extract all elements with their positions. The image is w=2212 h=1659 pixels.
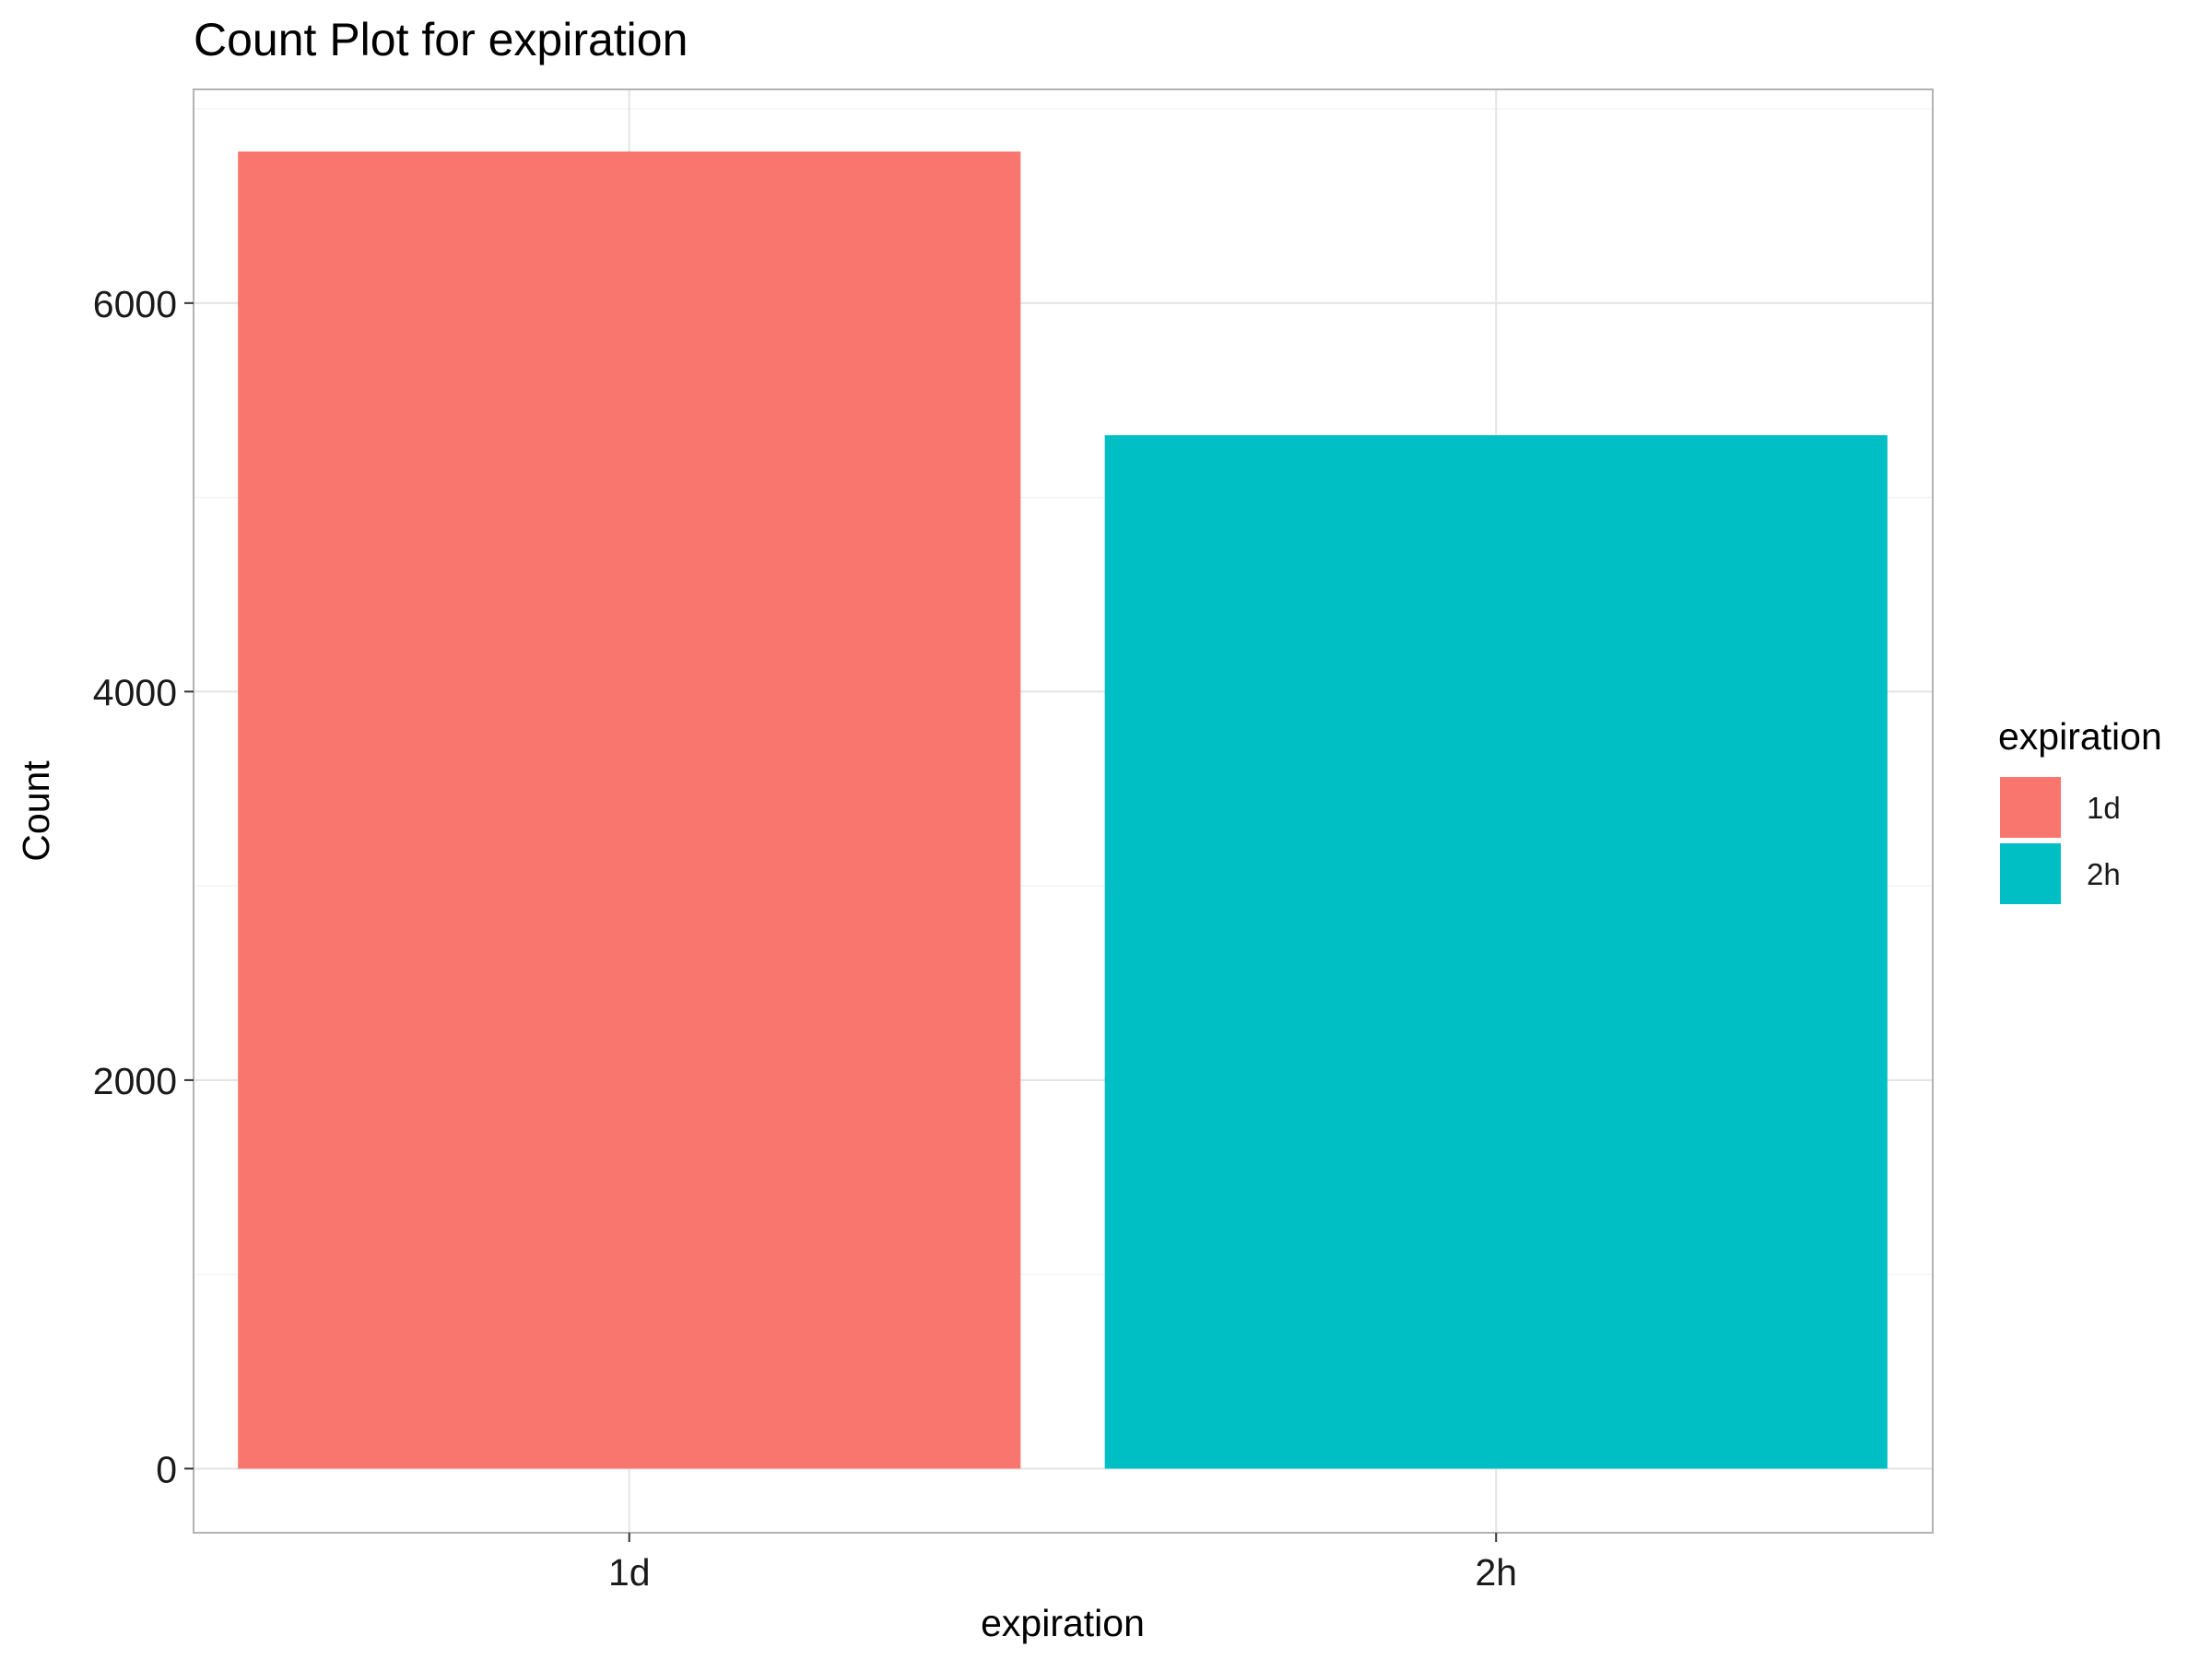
y-axis-title: Count (15, 760, 57, 862)
y-tick-label: 4000 (93, 671, 177, 713)
bar-1d (238, 151, 1021, 1469)
legend-title: expiration (1998, 715, 2162, 758)
legend-key-1d (2000, 777, 2061, 838)
y-axis: 0 2000 4000 6000 (93, 283, 194, 1490)
y-tick-label: 2000 (93, 1060, 177, 1102)
y-tick-label: 6000 (93, 283, 177, 325)
chart-title: Count Plot for expiration (194, 14, 688, 65)
legend-key-2h (2000, 843, 2061, 904)
y-tick-label: 0 (156, 1448, 177, 1490)
bar-2h (1104, 435, 1888, 1469)
bars (238, 151, 1888, 1469)
x-tick-label: 1d (608, 1551, 651, 1594)
plot-panel-border (193, 88, 1934, 1534)
legend: expiration 1d 2h (1998, 715, 2162, 904)
x-axis-title: expiration (981, 1602, 1145, 1644)
x-axis: 1d 2h (608, 1533, 1517, 1594)
legend-label: 1d (2087, 791, 2121, 825)
legend-label: 2h (2087, 857, 2121, 891)
x-tick-label: 2h (1475, 1551, 1517, 1594)
